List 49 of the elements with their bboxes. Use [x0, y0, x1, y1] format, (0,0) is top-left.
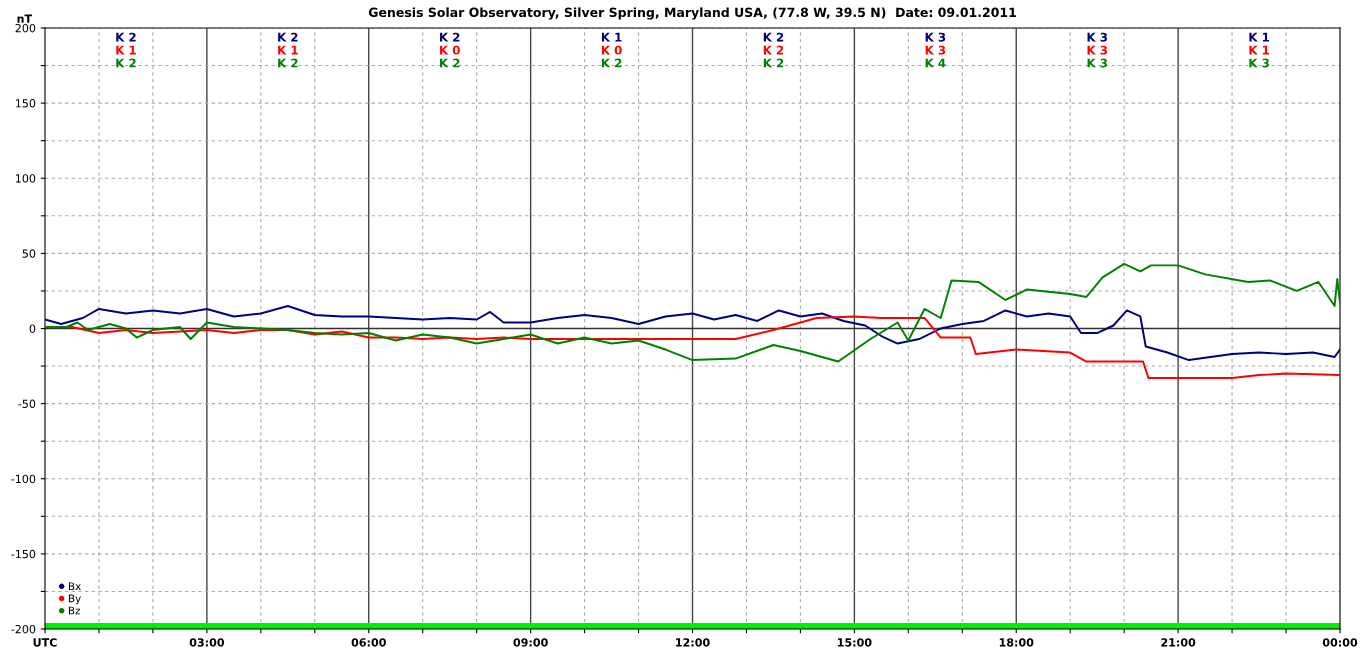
- annotation: K 2: [278, 58, 298, 68]
- y-tick-label: 200: [15, 23, 36, 33]
- annotation: K 2: [116, 32, 136, 42]
- x-tick-label: 03:00: [189, 638, 225, 647]
- annotation: K 1: [116, 45, 136, 55]
- annotation: K 2: [116, 58, 136, 68]
- annotation: K 3: [925, 32, 946, 42]
- annotation: K 3: [1087, 58, 1107, 68]
- y-tick-label: -50: [18, 399, 36, 408]
- x-tick-label: 06:00: [351, 638, 386, 647]
- annotation: K 0: [440, 45, 460, 55]
- x-tick-label: UTC: [33, 638, 57, 647]
- annotation: K 2: [601, 58, 622, 68]
- x-tick-label: 18:00: [999, 638, 1034, 647]
- annotation: K 1: [278, 45, 298, 55]
- x-tick-label: 12:00: [676, 638, 710, 647]
- chart-title: Genesis Solar Observatory, Silver Spring, Maryland USA, (77.8 W, 39.5 N) Date: 09.01.2011: [368, 7, 1016, 20]
- annotation: K 3: [1249, 58, 1269, 68]
- annotation: K 2: [763, 32, 784, 42]
- y-axis-title: nT: [17, 14, 32, 23]
- y-tick-label: 150: [15, 99, 36, 108]
- annotation: K 2: [440, 58, 460, 68]
- y-tick-label: -100: [11, 474, 36, 484]
- line-series: [45, 262, 1340, 363]
- x-tick-label: 00:00: [1322, 638, 1358, 647]
- y-tick-label: 0: [29, 324, 36, 333]
- annotation: K 4: [925, 58, 946, 68]
- y-tick-label: 100: [15, 174, 36, 183]
- line-series: [45, 304, 1340, 362]
- annotation: K 2: [440, 32, 460, 42]
- y-tick-label: -200: [11, 624, 36, 634]
- legend-label: Bx: [68, 582, 81, 590]
- x-tick-label: 09:00: [513, 638, 548, 647]
- annotation: K 1: [1249, 45, 1269, 55]
- y-tick-label: -150: [11, 549, 36, 559]
- annotation: K 0: [601, 45, 622, 55]
- annotation: K 1: [1249, 32, 1269, 42]
- annotation: K 2: [763, 45, 784, 55]
- x-tick-label: 15:00: [837, 638, 872, 647]
- legend-label: By: [68, 594, 81, 605]
- x-tick-label: 21:00: [1161, 638, 1196, 647]
- annotation: K 2: [763, 58, 784, 68]
- legend-label: Bz: [68, 606, 81, 615]
- annotation: K 3: [1087, 32, 1107, 42]
- annotation: K 1: [601, 32, 622, 42]
- annotation: K 2: [278, 32, 298, 42]
- annotation: K 3: [1087, 45, 1107, 55]
- annotation: K 3: [925, 45, 946, 55]
- y-tick-label: 50: [22, 249, 36, 258]
